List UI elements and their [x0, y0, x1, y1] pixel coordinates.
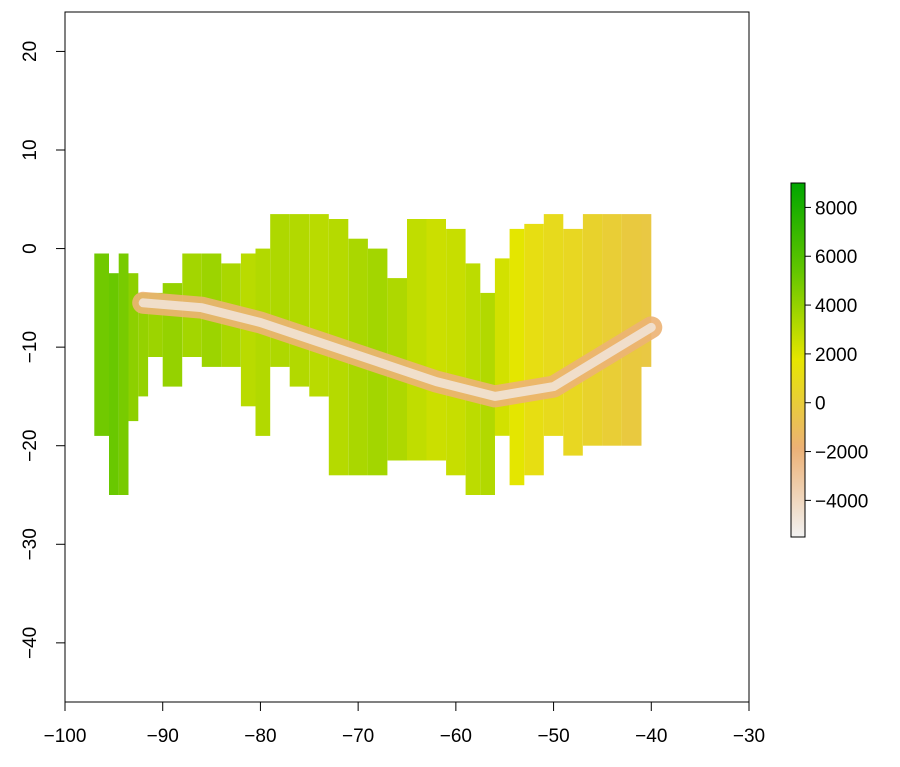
elevation-block [446, 228, 466, 476]
colorbar-tick-label: −4000 [815, 491, 868, 512]
colorbar-tick-label: 2000 [815, 345, 857, 366]
colorbar-tick-label: 8000 [815, 198, 857, 219]
x-tick-label: −40 [635, 726, 667, 747]
x-tick-label: −90 [147, 726, 179, 747]
y-tick-label: 0 [20, 243, 41, 254]
elevation-block [407, 219, 427, 461]
y-tick-label: 20 [20, 41, 41, 62]
elevation-block [543, 214, 564, 436]
elevation-block [309, 214, 329, 397]
y-tick-label: 10 [20, 139, 41, 160]
colorbar-tick-label: 0 [815, 394, 826, 415]
elevation-block [494, 258, 510, 436]
elevation-block [524, 223, 544, 476]
y-tick-label: −10 [20, 331, 41, 363]
elevation-block [289, 214, 310, 387]
y-tick-label: −40 [20, 627, 41, 659]
elevation-block [94, 253, 109, 436]
colorbar-gradient [790, 182, 806, 538]
elevation-block [255, 248, 271, 436]
elevation-colorbar: −4000 −2000 0 2000 4000 6000 8000 [790, 182, 868, 538]
x-tick-label: −70 [342, 726, 374, 747]
colorbar-tick-label: −2000 [815, 443, 868, 464]
elevation-raster [94, 214, 663, 495]
x-axis: −100 −90 −80 −70 −60 −50 −40 −30 [44, 701, 765, 747]
elevation-block [270, 214, 290, 367]
elevation-block [426, 219, 446, 461]
elevation-block [509, 228, 525, 486]
elevation-block [582, 214, 603, 446]
y-axis: −40 −30 −20 −10 0 10 20 [20, 41, 66, 659]
elevation-block [602, 214, 622, 446]
elevation-block [118, 253, 129, 495]
colorbar-tick-label: 4000 [815, 296, 857, 317]
elevation-block [641, 214, 652, 367]
elevation-block [465, 263, 481, 495]
colorbar-tick-label: 6000 [815, 247, 857, 268]
elevation-block [109, 273, 119, 495]
canyon-floor [138, 298, 656, 401]
x-tick-label: −50 [537, 726, 569, 747]
x-tick-label: −30 [733, 726, 765, 747]
y-tick-label: −30 [20, 528, 41, 560]
elevation-block [128, 273, 139, 422]
x-tick-label: −100 [44, 726, 87, 747]
elevation-block [138, 292, 149, 397]
colorbar-ticks: −4000 −2000 0 2000 4000 6000 8000 [805, 198, 868, 512]
x-tick-label: −60 [440, 726, 472, 747]
elevation-block [563, 228, 583, 456]
x-tick-label: −80 [244, 726, 276, 747]
y-tick-label: −20 [20, 430, 41, 462]
